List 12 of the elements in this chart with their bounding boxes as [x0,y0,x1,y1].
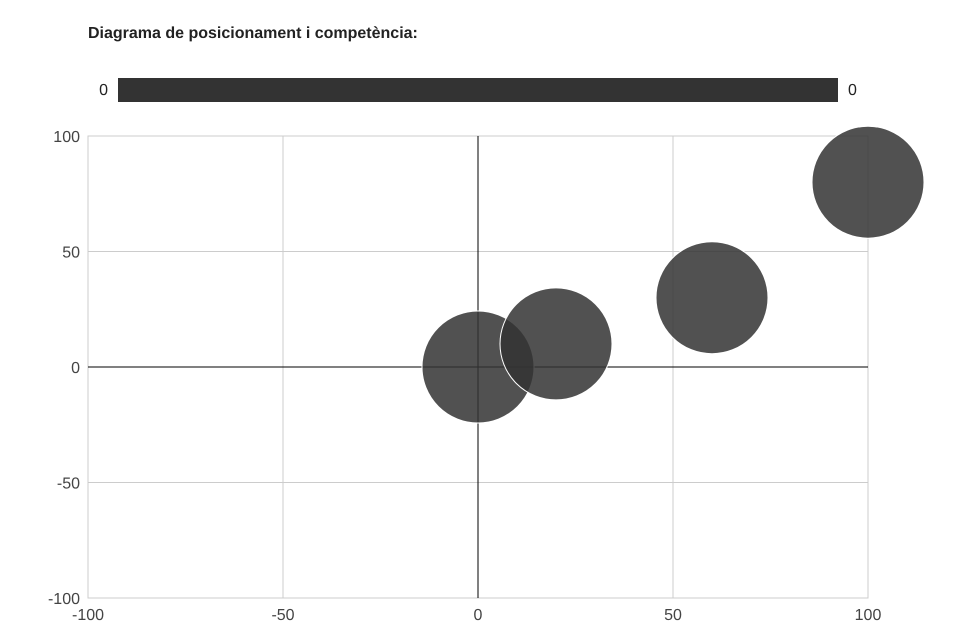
x-tick-label: 100 [854,607,882,624]
x-tick-label: 50 [664,607,682,624]
y-tick-label: 50 [62,244,80,262]
y-tick-label: 100 [53,129,80,146]
x-tick-label: -50 [271,607,295,624]
y-tick-label: -50 [56,476,80,492]
x-tick-label: 0 [474,607,483,624]
y-tick-label: -100 [48,591,80,608]
text: 0 [848,82,857,99]
text: 0 [99,82,108,99]
chart-title: Diagrama de posicionament i competència: [88,25,418,42]
y-tick-label: 0 [71,360,80,377]
